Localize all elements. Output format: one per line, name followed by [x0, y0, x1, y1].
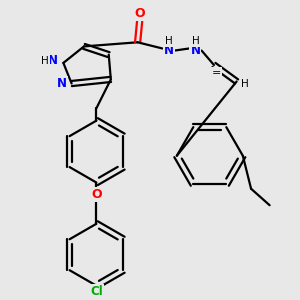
Text: H: H	[241, 79, 249, 88]
Text: N: N	[190, 44, 200, 57]
Text: N: N	[164, 44, 174, 57]
Text: H: H	[165, 36, 172, 46]
Text: N: N	[48, 54, 58, 67]
Text: =: =	[211, 68, 221, 78]
Text: O: O	[134, 7, 145, 20]
Text: O: O	[91, 188, 102, 201]
Text: Cl: Cl	[90, 285, 103, 298]
Text: N: N	[57, 77, 67, 90]
Text: H: H	[191, 36, 199, 46]
Text: H: H	[41, 56, 49, 66]
